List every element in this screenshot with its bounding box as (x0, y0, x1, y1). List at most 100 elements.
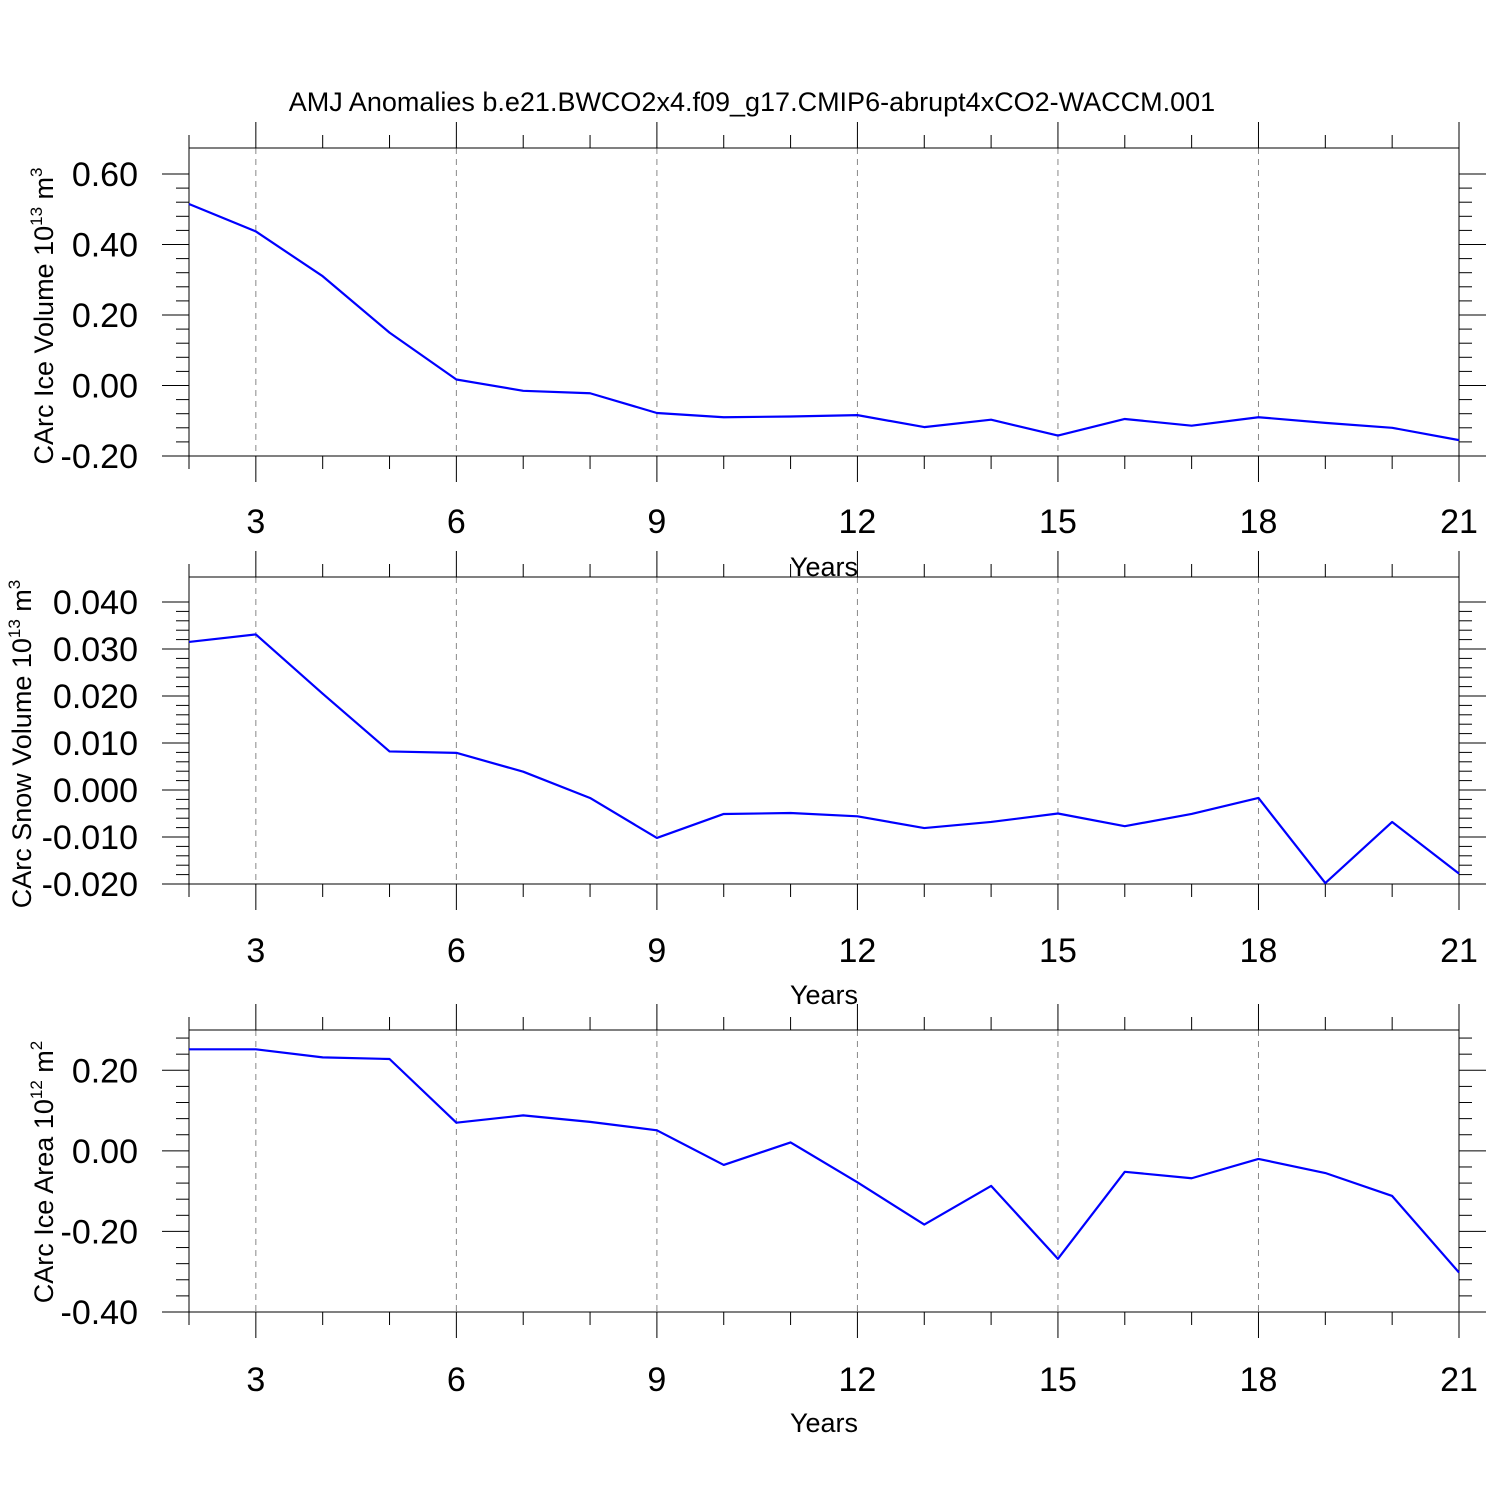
data-point (655, 411, 659, 415)
data-point (321, 1055, 325, 1059)
x-tick-label: 15 (1039, 1361, 1077, 1399)
data-point (989, 820, 993, 824)
data-point (254, 632, 258, 636)
x-tick-label: 9 (647, 932, 666, 970)
x-tick-label: 18 (1240, 1361, 1278, 1399)
data-point (855, 1180, 859, 1184)
y-tick-label: 0.20 (72, 297, 138, 335)
data-point (388, 1057, 392, 1061)
data-point (321, 274, 325, 278)
data-point (187, 640, 191, 644)
data-point (588, 391, 592, 395)
x-tick-label: 12 (839, 503, 877, 541)
y-tick-label: 0.030 (53, 631, 138, 669)
data-point (1323, 1171, 1327, 1175)
data-point (1190, 812, 1194, 816)
data-point (521, 1113, 525, 1117)
y-tick-label: 0.000 (53, 772, 138, 810)
data-point (588, 796, 592, 800)
data-point (922, 425, 926, 429)
x-tick-label: 6 (447, 503, 466, 541)
x-tick-label: 12 (839, 932, 877, 970)
data-point (1256, 415, 1260, 419)
panel-ice-area: 3 6 9 12 15 18 21 0.20 0.00 -0.20 -0.40 Years CArc I… (27, 1004, 1486, 1438)
data-point (454, 1121, 458, 1125)
x-tick-label: 12 (839, 1361, 877, 1399)
data-point (254, 229, 258, 233)
data-point (655, 836, 659, 840)
data-point (722, 415, 726, 419)
x-tick-label: 18 (1240, 932, 1278, 970)
data-point (521, 770, 525, 774)
x-tick-label: 21 (1440, 503, 1478, 541)
data-point (254, 1047, 258, 1051)
series-line (188, 202, 1460, 442)
data-point (521, 389, 525, 393)
data-point (1123, 1170, 1127, 1174)
x-tick-label: 21 (1440, 1361, 1478, 1399)
x-tick-label: 6 (447, 1361, 466, 1399)
x-tick-label: 21 (1440, 932, 1478, 970)
y-tick-label: 0.20 (72, 1052, 138, 1090)
series-line (188, 633, 1460, 885)
x-tick-label: 3 (246, 932, 265, 970)
data-point (1123, 824, 1127, 828)
data-point (454, 378, 458, 382)
x-axis-label: Years (790, 980, 858, 1010)
y-tick-label: 0.40 (72, 227, 138, 265)
data-point (454, 751, 458, 755)
data-point (321, 692, 325, 696)
x-tick-label: 15 (1039, 932, 1077, 970)
series-line (189, 1048, 1460, 1274)
y-tick-label: -0.20 (61, 1213, 139, 1251)
data-point (1323, 421, 1327, 425)
y-tick-label: 0.010 (53, 725, 138, 763)
y-axis-label: CArc Snow Volume 1013 m3 (5, 580, 37, 909)
y-tick-label: -0.40 (61, 1294, 139, 1332)
panel-snow-volume: 3 6 9 12 15 18 21 0.040 0.030 0.020 0.010 0.000 -0.0… (5, 551, 1486, 1010)
y-tick-label: 0.00 (72, 368, 138, 406)
x-tick-label: 3 (246, 1361, 265, 1399)
y-tick-label: -0.20 (61, 438, 139, 476)
data-point (789, 415, 793, 419)
chart-title: AMJ Anomalies b.e21.BWCO2x4.f09_g17.CMIP… (289, 87, 1215, 117)
data-point (187, 1047, 191, 1051)
data-point (1457, 872, 1461, 876)
x-tick-label: 3 (246, 503, 265, 541)
data-point (655, 1128, 659, 1132)
data-point (989, 418, 993, 422)
data-point (989, 1184, 993, 1188)
y-tick-label: 0.040 (53, 584, 138, 622)
data-point (1056, 812, 1060, 816)
data-point (1190, 424, 1194, 428)
data-point (388, 749, 392, 753)
x-tick-label: 6 (447, 932, 466, 970)
data-point (1390, 1194, 1394, 1198)
x-tick-label: 9 (647, 503, 666, 541)
data-point (1390, 820, 1394, 824)
data-point (855, 413, 859, 417)
data-point (1056, 1257, 1060, 1261)
data-point (1123, 417, 1127, 421)
x-tick-label: 15 (1039, 503, 1077, 541)
data-point (855, 814, 859, 818)
y-tick-label: -0.020 (42, 866, 138, 904)
data-point (922, 826, 926, 830)
data-point (1457, 1271, 1461, 1275)
y-tick-label: 0.00 (72, 1133, 138, 1171)
data-point (1390, 426, 1394, 430)
data-point (1256, 1157, 1260, 1161)
data-point (1256, 796, 1260, 800)
data-point (1323, 881, 1327, 885)
y-tick-label: 0.60 (72, 156, 138, 194)
data-point (1056, 434, 1060, 438)
x-axis-label: Years (790, 1408, 858, 1438)
data-point (388, 331, 392, 335)
data-point (789, 1140, 793, 1144)
data-point (1457, 438, 1461, 442)
data-point (789, 811, 793, 815)
y-tick-label: 0.020 (53, 678, 138, 716)
x-tick-label: 18 (1240, 503, 1278, 541)
data-point (722, 1163, 726, 1167)
